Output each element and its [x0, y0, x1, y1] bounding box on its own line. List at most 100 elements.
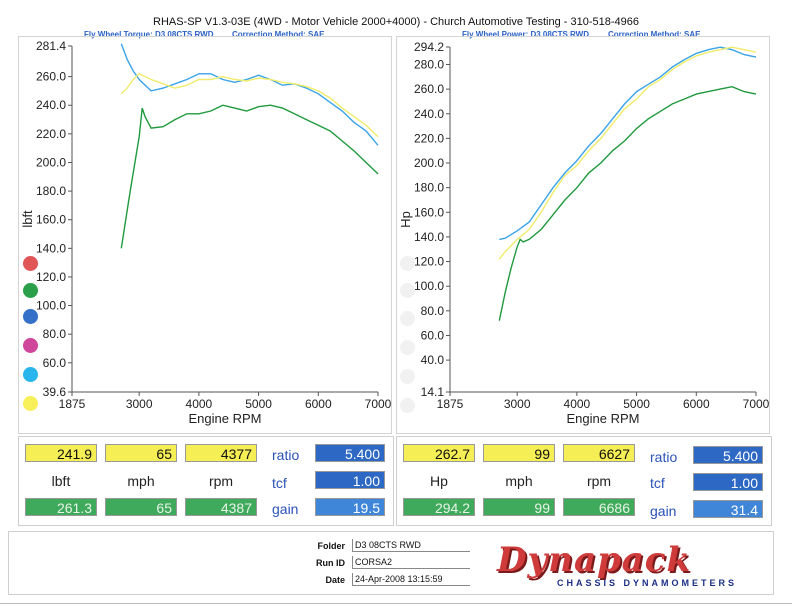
legend-dot-blue[interactable] [23, 309, 38, 324]
runid-value: CORSA2 [352, 556, 470, 569]
date-label: Date [325, 575, 345, 585]
y-tick-label: 80.0 [421, 304, 445, 318]
y-tick-label: 180.0 [414, 181, 444, 195]
y-tick-label: 160.0 [414, 205, 444, 219]
x-tick-label: 3000 [126, 397, 153, 411]
x-tick-label: 1875 [59, 397, 86, 411]
y-tick-label: 120.0 [414, 255, 444, 269]
y-tick-label: 260.0 [414, 82, 444, 96]
series-line-blue [499, 46, 757, 241]
y-tick-label: 240.0 [414, 107, 444, 121]
folder-label: Folder [317, 541, 345, 551]
x-tick-label: 7000 [365, 397, 392, 411]
runid-label: Run ID [316, 558, 345, 568]
y-tick-label: 100.0 [414, 279, 444, 293]
logo-wordmark: Dynapack [497, 540, 692, 580]
x-tick-label: 5000 [623, 397, 650, 411]
y-tick-label: 80.0 [43, 327, 67, 341]
rpm-value: 6627 [563, 444, 635, 462]
torque-chart: 39.6 60.0 80.0 100.0 120.0 140.0 160.0 180.0 200… [18, 36, 392, 434]
y-tick-label: 281.4 [36, 39, 66, 53]
series-line-green [498, 85, 757, 321]
torque-value: 241.9 [25, 444, 97, 462]
y-tick-label: 140.0 [414, 230, 444, 244]
legend-dot-green[interactable] [23, 283, 38, 298]
unit-label: rpm [208, 473, 234, 489]
x-tick-label: 4000 [186, 397, 213, 411]
legend-dot-red[interactable] [23, 256, 38, 271]
right-chart-method: Correction Method: SAE [608, 30, 701, 39]
date-value: 24-Apr-2008 13:15:59 [352, 573, 470, 586]
y-tick-label: 280.0 [414, 57, 444, 71]
right-chart-subtitle: Fly Wheel Power: D3 08CTS RWD [462, 30, 589, 39]
peak-rpm-value: 4387 [185, 498, 257, 516]
x-tick-label: 7000 [743, 397, 770, 411]
tcf-label: tcf [650, 475, 665, 491]
peak-mph-value: 99 [483, 498, 555, 516]
ratio-label: ratio [650, 449, 678, 465]
rpm-value: 4377 [185, 444, 257, 462]
mph-value: 65 [105, 444, 177, 462]
readout-panel-left: 241.9 65 4377 lbft mph rpm 261.3 65 4387… [18, 436, 394, 526]
y-tick-label: 140.0 [36, 241, 66, 255]
chart-frame [396, 36, 770, 434]
y-tick-label: 14.1 [421, 385, 445, 399]
ratio-value: 5.400 [693, 446, 763, 464]
unit-label: lbft [51, 473, 71, 489]
tcf-value: 1.00 [693, 473, 763, 491]
y-axis-label: lbft [20, 210, 35, 228]
legend-dot-faint [400, 311, 415, 326]
left-chart-method: Correction Method: SAE [232, 30, 325, 39]
ratio-label: ratio [272, 447, 300, 463]
unit-label: mph [505, 473, 533, 489]
peak-rpm-value: 6686 [563, 498, 635, 516]
chart-frame [18, 36, 392, 434]
series-line-yellow [120, 72, 379, 138]
y-tick-label: 180.0 [36, 184, 66, 198]
dynapack-logo: Dynapack CHASSIS DYNAMOMETERS [497, 540, 767, 590]
legend-dot-faint [400, 340, 415, 355]
y-tick-label: 220.0 [414, 131, 444, 145]
x-tick-label: 6000 [683, 397, 710, 411]
y-tick-label: 120.0 [36, 270, 66, 284]
peak-mph-value: 65 [105, 498, 177, 516]
ratio-value: 5.400 [315, 444, 385, 462]
y-tick-label: 60.0 [421, 328, 445, 342]
mph-value: 99 [483, 444, 555, 462]
legend-dot-faint [400, 256, 415, 271]
page-bottom-rule [0, 603, 792, 604]
x-tick-label: 3000 [504, 397, 531, 411]
report-title: RHAS-SP V1.3-03E (4WD - Motor Vehicle 20… [153, 16, 639, 28]
legend-dot-pink[interactable] [23, 338, 38, 353]
legend-dot-faint [400, 369, 415, 384]
legend-dot-cyan[interactable] [23, 367, 38, 382]
series-line-green [120, 104, 379, 249]
power-value: 262.7 [403, 444, 475, 462]
y-axis-label: Hp [398, 211, 413, 228]
y-tick-label: 200.0 [414, 156, 444, 170]
logo-tagline: CHASSIS DYNAMOMETERS [557, 578, 738, 588]
y-tick-label: 39.6 [43, 385, 67, 399]
legend-dot-yellow[interactable] [23, 396, 38, 411]
unit-label: mph [127, 473, 155, 489]
x-tick-label: 6000 [305, 397, 332, 411]
left-chart-subtitle: Fly Wheel Torque: D3 08CTS RWD [84, 30, 214, 39]
y-tick-label: 40.0 [421, 353, 445, 367]
x-tick-label: 5000 [245, 397, 272, 411]
y-tick-label: 60.0 [43, 356, 67, 370]
y-tick-label: 294.2 [414, 40, 444, 54]
legend-dot-faint [400, 398, 415, 413]
peak-torque-value: 261.3 [25, 498, 97, 516]
legend-dot-faint [400, 283, 415, 298]
y-tick-label: 200.0 [36, 155, 66, 169]
readout-panel-right: 262.7 99 6627 Hp mph rpm 294.2 99 6686 r… [396, 436, 772, 526]
unit-label: rpm [586, 473, 612, 489]
x-tick-label: 1875 [437, 397, 464, 411]
series-line-blue [120, 43, 379, 146]
x-tick-label: 4000 [564, 397, 591, 411]
folder-value: D3 08CTS RWD [352, 539, 470, 552]
gain-label: gain [272, 501, 299, 517]
power-chart: 14.1 40.0 60.0 80.0 100.0 120.0 140.0 160.0 180.… [396, 36, 770, 434]
tcf-value: 1.00 [315, 471, 385, 489]
tcf-label: tcf [272, 475, 287, 491]
